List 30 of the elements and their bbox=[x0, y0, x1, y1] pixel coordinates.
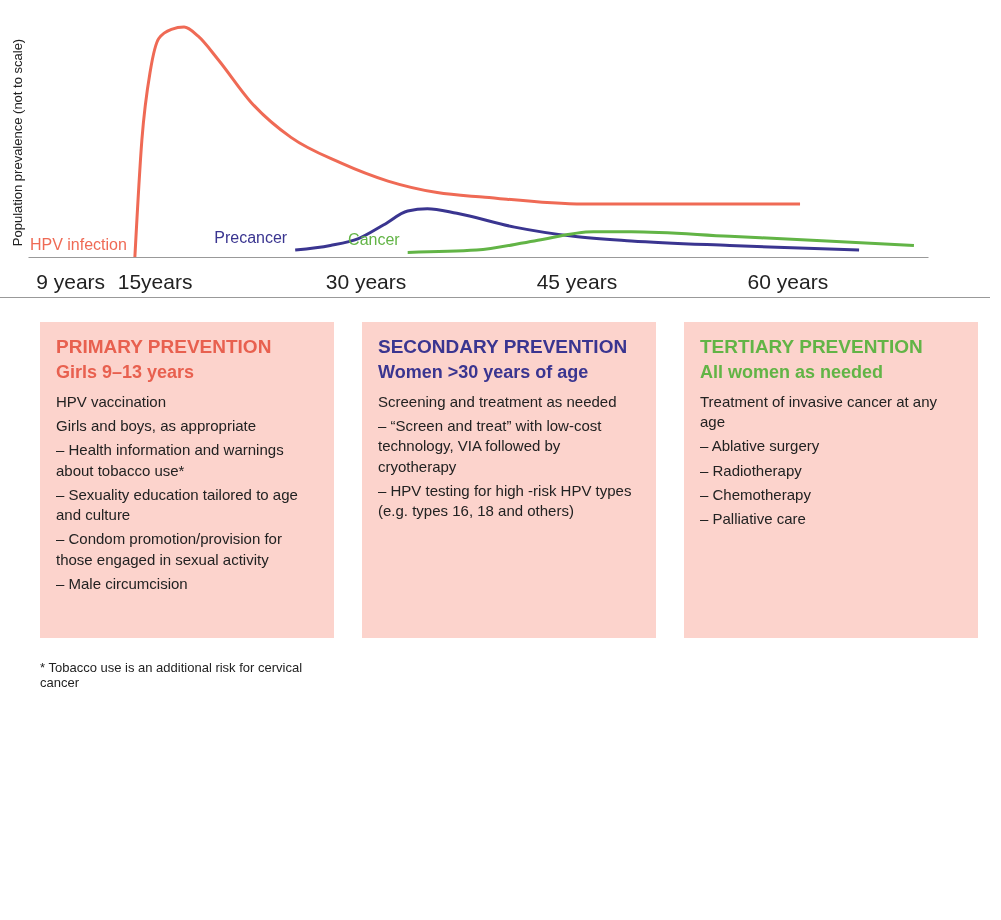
text: TERTIARY PREVENTION bbox=[700, 335, 924, 359]
series-label: Cancer bbox=[348, 231, 401, 249]
text: Girls 9–13 years bbox=[56, 360, 196, 384]
text: Girls and boys, as appropriate bbox=[56, 416, 258, 437]
text: SECONDARY PREVENTION bbox=[378, 335, 629, 359]
text: – Male circumcision bbox=[56, 573, 189, 594]
text: All women as needed bbox=[700, 360, 885, 384]
x-tick-label: 15years bbox=[117, 269, 193, 293]
text: * Tobacco use is an additional risk for cervical cancer bbox=[40, 660, 304, 690]
series-label: HPV infection bbox=[29, 236, 127, 253]
text: – Ablative surgery bbox=[700, 436, 821, 457]
text: Screening and treatment as needed bbox=[378, 391, 618, 412]
x-tick-label: 45 years bbox=[536, 269, 618, 293]
text: – Condom promotion/provision for those engaged in sexual activity bbox=[56, 529, 283, 570]
text: – Palliative care bbox=[700, 509, 807, 530]
text: – Radiotherapy bbox=[700, 460, 803, 481]
y-axis-title: Population prevalence (not to scale) bbox=[9, 38, 25, 247]
x-tick-label: 30 years bbox=[325, 269, 407, 293]
text: HPV vaccination bbox=[56, 391, 168, 412]
text: – Chemotherapy bbox=[700, 484, 812, 505]
series-label: Precancer bbox=[214, 229, 288, 247]
text: – HPV testing for high -risk HPV types (e.g. types 16, 18 and others) bbox=[378, 480, 633, 522]
text: Women >30 years of age bbox=[378, 360, 590, 384]
text: PRIMARY PREVENTION bbox=[56, 335, 273, 359]
text: – Health information and warnings about tobacco use* bbox=[56, 440, 285, 481]
x-tick-label: 60 years bbox=[747, 269, 829, 293]
text: – Sexuality education tailored to age and culture bbox=[56, 484, 299, 526]
x-tick-label: 9 years bbox=[36, 269, 106, 293]
text: Treatment of invasive cancer at any age bbox=[700, 391, 939, 433]
text: – “Screen and treat” with low-cost technology, VIA followed by cryotherapy bbox=[378, 416, 603, 477]
